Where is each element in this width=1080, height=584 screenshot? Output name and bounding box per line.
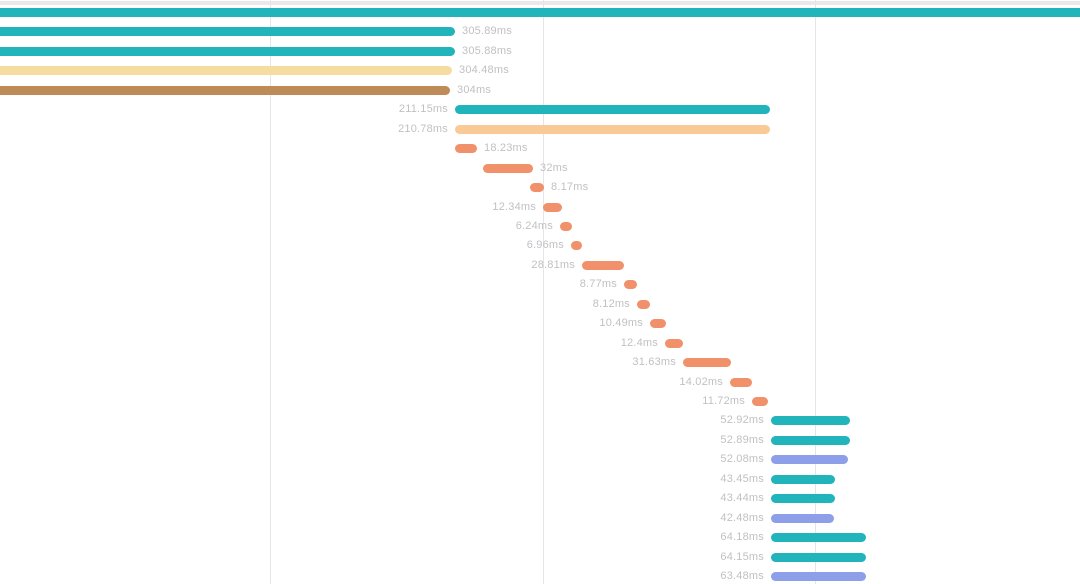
waterfall-bar[interactable] [0, 66, 452, 75]
waterfall-bar[interactable] [771, 533, 866, 542]
waterfall-row: 305.88ms [0, 45, 1080, 57]
waterfall-row: 12.34ms [0, 201, 1080, 213]
duration-label: 305.88ms [462, 45, 512, 57]
duration-label: 43.44ms [720, 492, 764, 504]
duration-label: 52.92ms [720, 414, 764, 426]
duration-label: 8.12ms [592, 298, 630, 310]
waterfall-row: 304ms [0, 84, 1080, 96]
waterfall-bar[interactable] [771, 572, 866, 581]
duration-label: 6.96ms [526, 239, 564, 251]
waterfall-row: 6.96ms [0, 239, 1080, 251]
waterfall-row: 10.49ms [0, 317, 1080, 329]
waterfall-bar[interactable] [624, 280, 637, 289]
duration-label: 42.48ms [720, 512, 764, 524]
waterfall-bar[interactable] [455, 105, 770, 114]
duration-label: 304.48ms [459, 64, 509, 76]
waterfall-row: 43.45ms [0, 473, 1080, 485]
waterfall-bar[interactable] [0, 27, 455, 36]
waterfall-row: 6.24ms [0, 220, 1080, 232]
waterfall-bar[interactable] [543, 203, 562, 212]
waterfall-row: 304.48ms [0, 64, 1080, 76]
waterfall-row: 52.89ms [0, 434, 1080, 446]
waterfall-row: 14.02ms [0, 376, 1080, 388]
duration-label: 32ms [540, 162, 568, 174]
duration-label: 8.17ms [551, 181, 589, 193]
waterfall-row: 18.23ms [0, 142, 1080, 154]
waterfall-row: 305.89ms [0, 25, 1080, 37]
waterfall-row: 8.17ms [0, 181, 1080, 193]
waterfall-bar[interactable] [771, 494, 835, 503]
waterfall-bar[interactable] [650, 319, 666, 328]
duration-label: 12.34ms [492, 201, 536, 213]
waterfall-bar[interactable] [752, 397, 768, 406]
duration-label: 64.15ms [720, 551, 764, 563]
waterfall-bar[interactable] [771, 455, 848, 464]
waterfall-row: 11.72ms [0, 395, 1080, 407]
waterfall-bar[interactable] [683, 358, 731, 367]
duration-label: 211.15ms [398, 103, 448, 115]
x-axis-gridline [270, 0, 271, 584]
waterfall-bar[interactable] [771, 416, 850, 425]
waterfall-row: 28.81ms [0, 259, 1080, 271]
duration-label: 31.63ms [632, 356, 676, 368]
waterfall-row: 64.18ms [0, 531, 1080, 543]
waterfall-bar[interactable] [560, 222, 572, 231]
waterfall-row: 63.48ms [0, 570, 1080, 582]
waterfall-bar[interactable] [771, 475, 835, 484]
waterfall-bar[interactable] [665, 339, 683, 348]
waterfall-row: 42.48ms [0, 512, 1080, 524]
waterfall-bar[interactable] [530, 183, 544, 192]
duration-label: 14.02ms [679, 376, 723, 388]
waterfall-bar[interactable] [455, 125, 770, 134]
duration-label: 11.72ms [702, 395, 745, 407]
waterfall-row: 52.08ms [0, 453, 1080, 465]
x-axis-gridline [815, 0, 816, 584]
duration-label: 210.78ms [398, 123, 448, 135]
waterfall-bar[interactable] [582, 261, 624, 270]
waterfall-bar[interactable] [730, 378, 752, 387]
duration-label: 6.24ms [515, 220, 553, 232]
waterfall-bar[interactable] [0, 47, 455, 56]
duration-label: 52.89ms [720, 434, 764, 446]
x-axis-gridline [543, 0, 544, 584]
duration-label: 63.48ms [720, 570, 764, 582]
waterfall-row: 31.63ms [0, 356, 1080, 368]
duration-label: 43.45ms [720, 473, 764, 485]
waterfall-row: 210.78ms [0, 123, 1080, 135]
waterfall-row: 211.15ms [0, 103, 1080, 115]
waterfall-bar[interactable] [571, 241, 582, 250]
waterfall-bar[interactable] [771, 436, 850, 445]
duration-label: 28.81ms [531, 259, 575, 271]
waterfall-bar[interactable] [0, 8, 1080, 17]
duration-label: 64.18ms [720, 531, 764, 543]
waterfall-row: 43.44ms [0, 492, 1080, 504]
duration-label: 305.89ms [462, 25, 512, 37]
waterfall-bar[interactable] [771, 553, 866, 562]
waterfall-bar[interactable] [771, 514, 834, 523]
waterfall-bar[interactable] [0, 86, 450, 95]
waterfall-row: 52.92ms [0, 414, 1080, 426]
duration-label: 18.23ms [484, 142, 528, 154]
duration-label: 8.77ms [579, 278, 617, 290]
waterfall-row: 64.15ms [0, 551, 1080, 563]
duration-label: 10.49ms [599, 317, 643, 329]
waterfall-row: 8.77ms [0, 278, 1080, 290]
waterfall-bar[interactable] [637, 300, 650, 309]
waterfall-row: 32ms [0, 162, 1080, 174]
duration-label: 12.4ms [620, 337, 658, 349]
waterfall-bar[interactable] [483, 164, 533, 173]
duration-label: 52.08ms [720, 453, 764, 465]
clipped-row-bar [0, 1, 1080, 5]
waterfall-row: 8.12ms [0, 298, 1080, 310]
waterfall-row: 12.4ms [0, 337, 1080, 349]
duration-label: 304ms [457, 84, 492, 96]
waterfall-row [0, 8, 1080, 17]
waterfall-bar[interactable] [455, 144, 477, 153]
